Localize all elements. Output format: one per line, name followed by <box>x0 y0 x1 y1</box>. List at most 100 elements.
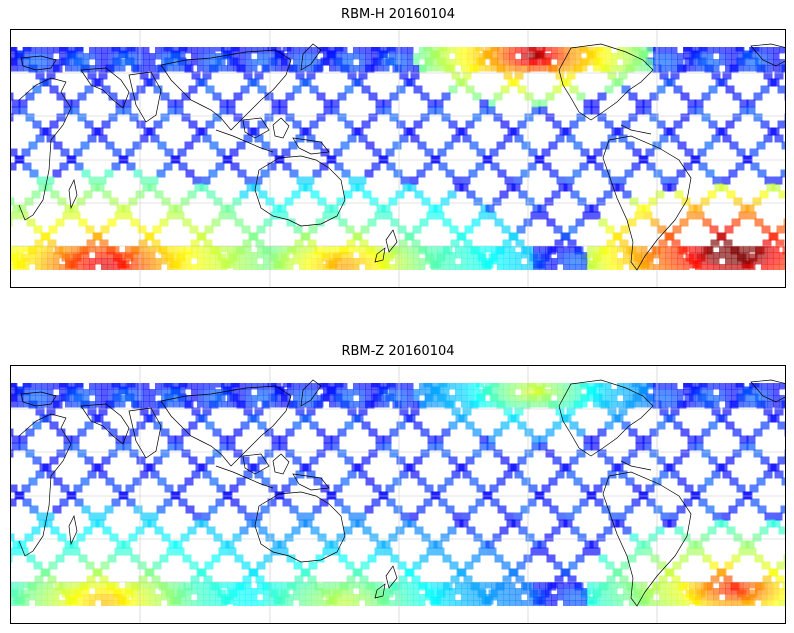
swath-cell <box>687 442 697 451</box>
swath-cell <box>784 92 785 101</box>
swath-cell <box>70 99 80 108</box>
swath-cell <box>671 47 678 54</box>
swath-cell <box>493 449 503 458</box>
swath-cell <box>614 78 624 87</box>
swath-cell <box>47 59 54 66</box>
swath-cell <box>299 463 309 472</box>
swath-cell <box>688 204 698 213</box>
swath-cell <box>270 211 280 220</box>
swath-cell <box>599 252 606 259</box>
swath-cell <box>281 389 288 396</box>
swath-cell <box>83 600 90 606</box>
swath-cell <box>434 435 444 444</box>
swath-cell <box>520 505 530 514</box>
swath-cell <box>35 71 45 80</box>
swath-cell <box>178 498 188 507</box>
swath-cell <box>263 264 270 270</box>
swath-cell <box>623 47 630 54</box>
panel-title: RBM-H 20160104 <box>341 7 455 22</box>
swath-cell <box>500 456 510 465</box>
swath-cell <box>113 252 120 259</box>
swath-cell <box>731 59 738 66</box>
swath-cell <box>208 505 218 514</box>
swath-cell <box>312 505 322 514</box>
swath-cell <box>392 141 402 150</box>
swath-cell <box>731 53 738 60</box>
swath-cell <box>25 449 35 458</box>
swath-cell <box>759 190 769 199</box>
swath-cell <box>539 246 546 253</box>
swath-cell <box>375 99 385 108</box>
swath-cell <box>55 554 65 563</box>
swath-cell <box>18 106 28 115</box>
swath-cell <box>551 401 558 408</box>
swath-cell <box>377 65 384 72</box>
swath-cell <box>695 258 702 265</box>
swath-cell <box>282 162 292 171</box>
swath-cell <box>581 264 588 270</box>
swath-cell <box>599 389 606 396</box>
swath-cell <box>731 600 738 606</box>
swath-cell <box>149 588 156 595</box>
swath-cell <box>11 484 18 493</box>
swath-cell <box>605 582 612 589</box>
swath-cell <box>600 477 610 486</box>
swath-cell <box>143 53 150 60</box>
swath-cell <box>461 53 468 60</box>
swath-cell <box>708 120 718 129</box>
swath-cell <box>77 252 84 259</box>
swath-cell <box>322 211 332 220</box>
swath-cell <box>179 389 186 396</box>
swath-cell <box>62 211 72 220</box>
swath-cell <box>125 148 135 157</box>
swath-cell <box>311 389 318 396</box>
swath-cell <box>48 225 58 234</box>
swath-cell <box>713 383 720 390</box>
swath-cell <box>341 383 348 390</box>
swath-cell <box>467 594 474 601</box>
swath-cell <box>32 456 42 465</box>
swath-cell <box>245 246 252 253</box>
swath-cell <box>545 258 552 265</box>
swath-cell <box>582 211 592 220</box>
swath-cell <box>695 547 705 556</box>
swath-cell <box>461 47 468 54</box>
swath-cell <box>23 383 30 390</box>
swath-cell <box>539 252 546 259</box>
swath-cell <box>35 395 42 402</box>
swath-cell <box>143 588 150 595</box>
swath-cell <box>389 59 396 66</box>
swath-cell <box>629 594 636 601</box>
swath-cell <box>227 53 234 60</box>
swath-cell <box>748 253 758 262</box>
swath-cell <box>317 258 324 265</box>
swath-cell <box>107 554 117 563</box>
swath-cell <box>113 53 120 60</box>
swath-cell <box>287 53 294 60</box>
swath-cell <box>77 59 84 66</box>
swath-cell <box>617 264 624 270</box>
swath-cell <box>587 59 594 66</box>
swath-cell <box>221 582 228 589</box>
swath-cell <box>209 600 216 606</box>
swath-cell <box>173 588 180 595</box>
swath-cell <box>233 600 240 606</box>
swath-cell <box>150 134 160 143</box>
swath-cell <box>305 53 312 60</box>
swath-cell <box>641 53 648 60</box>
swath-cell <box>163 162 173 171</box>
swath-cell <box>737 594 744 601</box>
swath-cell <box>155 401 162 408</box>
swath-cell <box>179 383 186 390</box>
swath-cell <box>779 594 785 601</box>
swath-cell <box>143 600 150 606</box>
swath-cell <box>485 594 492 601</box>
swath-cell <box>465 120 475 129</box>
swath-cell <box>671 600 678 606</box>
swath-cell <box>663 463 673 472</box>
coastline-layer <box>18 379 785 607</box>
swath-cell <box>213 197 223 206</box>
swath-cell <box>87 134 97 143</box>
swath-cell <box>11 264 18 270</box>
swath-cell <box>533 246 540 253</box>
